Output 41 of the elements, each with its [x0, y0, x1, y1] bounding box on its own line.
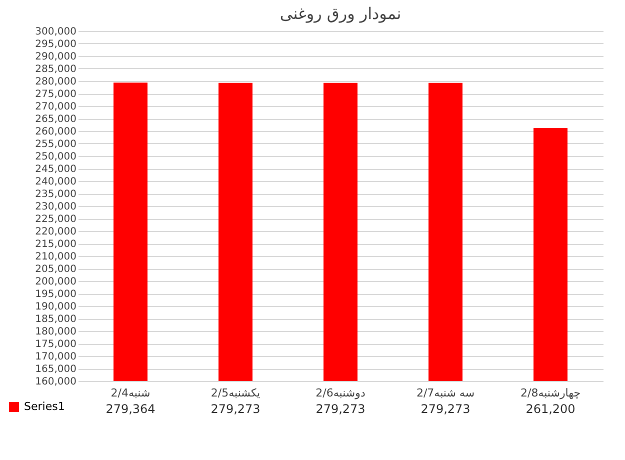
y-tick-label: 235,000 [35, 189, 76, 200]
y-tick-label: 300,000 [35, 26, 76, 38]
y-tick-label: 220,000 [35, 226, 76, 238]
y-tick-label: 270,000 [35, 102, 76, 112]
y-tick-label: 160,000 [35, 376, 76, 388]
text: 279,364 [106, 402, 156, 416]
y-tick-label: 165,000 [35, 364, 76, 375]
y-tick-label: 290,000 [35, 52, 76, 62]
x-tick-label: چهارشنبه2/8 [520, 386, 580, 400]
x-tick-label: یکشنبه2/5 [210, 386, 260, 400]
y-tick-label: 230,000 [35, 202, 76, 212]
y-tick-label: 280,000 [35, 76, 76, 88]
y-tick-label: 265,000 [35, 114, 76, 125]
y-tick-label: 285,000 [35, 64, 76, 75]
y-tick-label: 205,000 [35, 264, 76, 275]
y-tick-label: 250,000 [35, 152, 76, 162]
y-tick-label: 275,000 [35, 89, 76, 100]
y-tick-label: 245,000 [35, 164, 76, 175]
y-tick-label: 185,000 [35, 314, 76, 325]
y-tick-label: 260,000 [35, 126, 76, 138]
legend-label: Series1 [24, 400, 65, 413]
text: 279,273 [210, 402, 260, 416]
y-tick-label: 180,000 [35, 326, 76, 338]
y-tick-label: 240,000 [35, 176, 76, 188]
y-tick-label: 225,000 [35, 214, 76, 225]
y-tick-label: 255,000 [35, 139, 76, 150]
y-tick-label: 210,000 [35, 252, 76, 262]
y-tick-label: 200,000 [35, 276, 76, 288]
y-tick-label: 175,000 [35, 339, 76, 350]
x-tick-label: شنبه2/4 [110, 386, 150, 400]
y-tick-label: 215,000 [35, 239, 76, 250]
y-tick-label: 170,000 [35, 352, 76, 362]
y-tick-label: 195,000 [35, 289, 76, 300]
text: 279,273 [316, 402, 366, 416]
text: 279,273 [420, 402, 470, 416]
y-tick-label: 190,000 [35, 302, 76, 312]
text: 261,200 [526, 402, 576, 416]
x-tick-label: سه شنبه2/7 [416, 386, 475, 400]
x-tick-label: دوشنبه2/6 [316, 386, 366, 400]
chart-title: نمودار ورق روغنی [280, 4, 402, 23]
y-tick-label: 295,000 [35, 39, 76, 50]
